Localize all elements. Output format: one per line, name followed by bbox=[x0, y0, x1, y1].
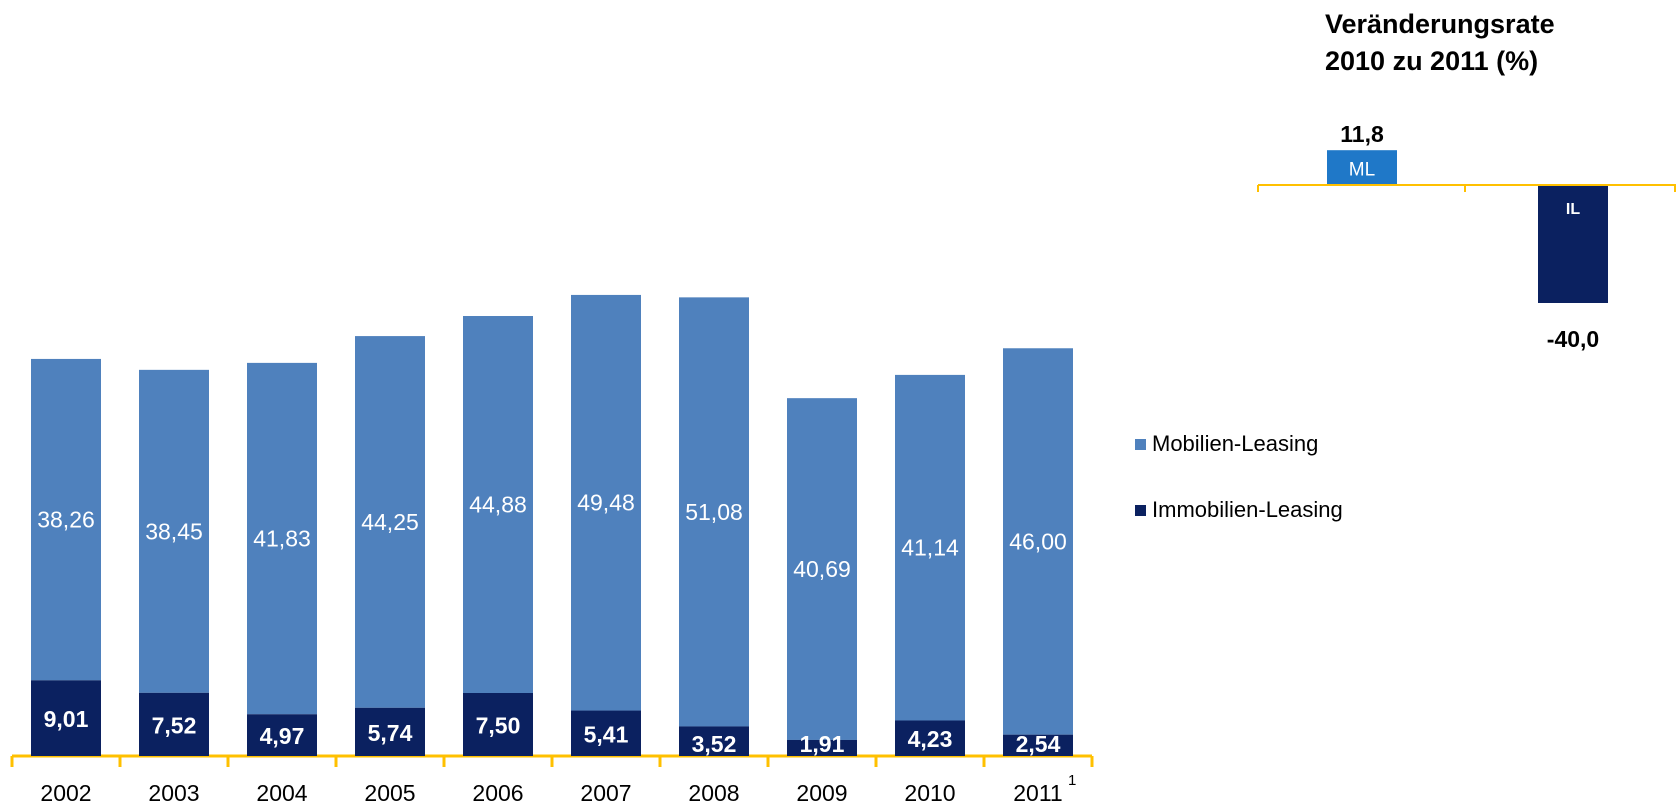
x-tick-label: 2008 bbox=[688, 780, 739, 806]
legend: Mobilien-Leasing Immobilien-Leasing bbox=[1135, 431, 1343, 522]
bar-mobilien-leasing bbox=[139, 369, 209, 693]
bar-immobilien-leasing bbox=[571, 710, 641, 756]
bar-immobilien-leasing bbox=[895, 720, 965, 756]
data-label-mobilien-leasing: 51,08 bbox=[685, 499, 743, 525]
x-tick-label: 2011 bbox=[1013, 780, 1062, 806]
x-tick-label: 2003 bbox=[148, 780, 199, 806]
rate-chart-title-line-2: 2010 zu 2011 (%) bbox=[1325, 46, 1539, 76]
x-tick-label: 2007 bbox=[580, 780, 631, 806]
data-label-mobilien-leasing: 44,88 bbox=[469, 492, 527, 518]
rate-value-label: -40,0 bbox=[1547, 326, 1599, 352]
bar-immobilien-leasing bbox=[463, 693, 533, 756]
x-tick-label: 2005 bbox=[364, 780, 415, 806]
rate-bar-chart: ML 11,8 IL -40,0 bbox=[1257, 121, 1676, 352]
data-label-immobilien-leasing: 1,91 bbox=[800, 731, 845, 757]
data-label-immobilien-leasing: 2,54 bbox=[1016, 731, 1061, 757]
legend-swatch bbox=[1135, 505, 1146, 516]
bar-mobilien-leasing bbox=[1003, 348, 1073, 735]
rate-chart-title-line-1: Veränderungsrate bbox=[1325, 9, 1555, 39]
bar-immobilien-leasing bbox=[1003, 734, 1073, 756]
bar-immobilien-leasing bbox=[679, 726, 749, 756]
data-label-immobilien-leasing: 5,74 bbox=[368, 720, 413, 746]
data-label-mobilien-leasing: 46,00 bbox=[1009, 528, 1067, 554]
x-tick-label: 2009 bbox=[796, 780, 847, 806]
data-label-immobilien-leasing: 5,41 bbox=[584, 721, 629, 747]
x-tick-label: 2004 bbox=[256, 780, 307, 806]
data-label-immobilien-leasing: 3,52 bbox=[692, 731, 737, 757]
data-label-mobilien-leasing: 41,14 bbox=[901, 535, 959, 561]
x-tick-label: 2002 bbox=[40, 780, 91, 806]
bar-mobilien-leasing bbox=[31, 358, 101, 681]
bar-immobilien-leasing bbox=[247, 714, 317, 756]
bar-mobilien-leasing bbox=[463, 316, 533, 693]
bar-immobilien-leasing bbox=[787, 739, 857, 756]
rate-value-label: 11,8 bbox=[1340, 121, 1384, 147]
data-label-immobilien-leasing: 7,50 bbox=[476, 713, 521, 739]
rate-category-label: ML bbox=[1349, 160, 1375, 181]
data-label-immobilien-leasing: 9,01 bbox=[44, 706, 89, 732]
data-label-mobilien-leasing: 38,26 bbox=[37, 507, 95, 533]
bar-mobilien-leasing bbox=[355, 336, 425, 708]
bar-mobilien-leasing bbox=[679, 297, 749, 727]
rate-category-label: IL bbox=[1566, 201, 1580, 218]
data-label-mobilien-leasing: 49,48 bbox=[577, 490, 635, 516]
legend-swatch bbox=[1135, 439, 1146, 450]
data-label-mobilien-leasing: 44,25 bbox=[361, 509, 419, 535]
data-label-mobilien-leasing: 40,69 bbox=[793, 556, 851, 582]
x-tick-label: 2006 bbox=[472, 780, 523, 806]
legend-label: Immobilien-Leasing bbox=[1152, 497, 1343, 522]
bar-mobilien-leasing bbox=[895, 374, 965, 721]
rate-chart-title: Veränderungsrate 2010 zu 2011 (%) bbox=[1325, 6, 1555, 80]
data-label-immobilien-leasing: 7,52 bbox=[152, 712, 197, 738]
rate-bar-ml bbox=[1327, 150, 1397, 185]
bar-immobilien-leasing bbox=[31, 680, 101, 756]
data-label-mobilien-leasing: 38,45 bbox=[145, 518, 203, 544]
data-label-immobilien-leasing: 4,97 bbox=[260, 723, 305, 749]
footnote-marker: 1 bbox=[1068, 772, 1076, 789]
bar-mobilien-leasing bbox=[787, 398, 857, 740]
data-label-mobilien-leasing: 41,83 bbox=[253, 526, 311, 552]
bar-immobilien-leasing bbox=[139, 692, 209, 756]
rate-bar-il bbox=[1538, 185, 1608, 303]
stacked-bar-chart: 38,26 9,01 2002 38,45 7,52 2003 41,83 4,97 2004 4… bbox=[10, 294, 1094, 806]
legend-label: Mobilien-Leasing bbox=[1152, 431, 1318, 456]
bar-immobilien-leasing bbox=[355, 707, 425, 756]
bar-mobilien-leasing bbox=[571, 294, 641, 711]
data-label-immobilien-leasing: 4,23 bbox=[908, 726, 953, 752]
x-tick-label: 2010 bbox=[904, 780, 955, 806]
bar-mobilien-leasing bbox=[247, 362, 317, 715]
